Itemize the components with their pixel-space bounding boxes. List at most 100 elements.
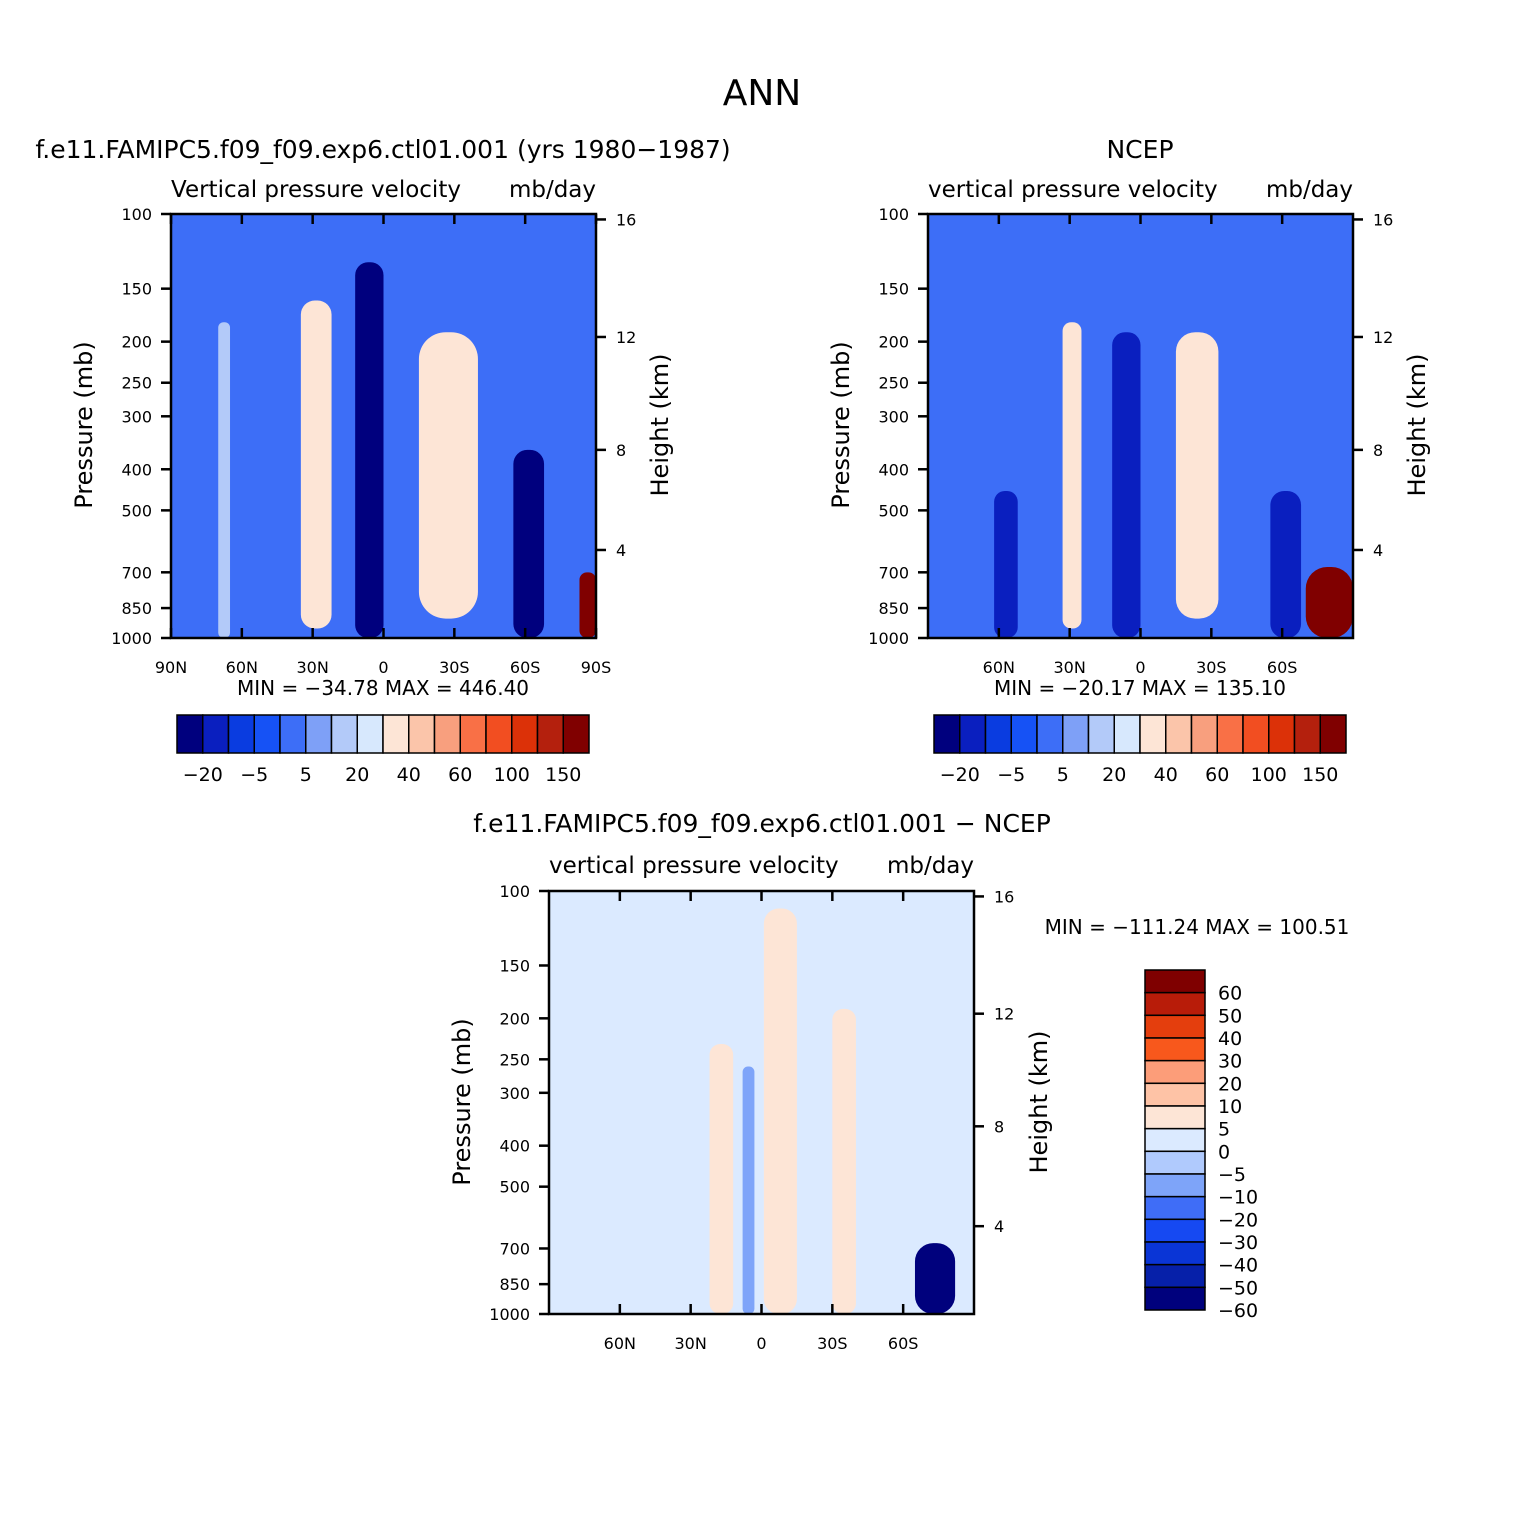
y-right-tick-label: 8 <box>994 1117 1004 1136</box>
colorbar-label: 5 <box>1057 764 1069 786</box>
colorbar-label: 60 <box>1218 983 1242 1005</box>
colorbar: −20 −5 5 20 40 60 100 150 <box>933 714 1347 786</box>
colorbar-swatch <box>305 714 333 754</box>
x-tick-label: 90N <box>155 658 187 677</box>
y-tick-label: 250 <box>499 1050 530 1069</box>
colorbar-label: −5 <box>1218 1164 1246 1186</box>
colorbar-swatch <box>562 714 590 754</box>
x-tick-label: 30S <box>817 1334 848 1353</box>
colorbar-swatch <box>1144 1173 1206 1198</box>
x-tick-label: 30N <box>675 1334 707 1353</box>
colorbar-swatch <box>1216 714 1244 754</box>
colorbar-swatch <box>1144 1241 1206 1266</box>
colorbar-swatch <box>1144 1218 1206 1243</box>
panel-title: NCEP <box>1106 135 1173 164</box>
colorbar-label: 30 <box>1218 1051 1242 1073</box>
units-label: mb/day <box>509 177 596 203</box>
x-tick-label: 60S <box>510 658 541 677</box>
field-background <box>549 891 974 1314</box>
colorbar-swatch <box>202 714 230 754</box>
y-tick-label: 500 <box>499 1178 530 1197</box>
x-tick-label: 60N <box>983 658 1015 677</box>
y-tick-label: 500 <box>878 501 909 520</box>
plot-area: 100 150 200 250 300 400 500 700 850 1000 16 12 8 4 90N… <box>111 205 636 677</box>
contour-region <box>418 332 478 619</box>
y-right-tick-label: 8 <box>1373 441 1383 460</box>
colorbar-swatch <box>511 714 539 754</box>
y-right-tick-label: 16 <box>1373 210 1393 229</box>
colorbar-swatch <box>1144 1286 1206 1311</box>
contour-region <box>355 262 384 638</box>
y-tick-label: 300 <box>121 407 152 426</box>
y-axis-label: Pressure (mb) <box>448 1018 476 1185</box>
variable-label: vertical pressure velocity <box>928 177 1218 203</box>
colorbar-swatch <box>1293 714 1321 754</box>
colorbar-swatch <box>1144 1059 1206 1085</box>
x-tick-label: 30N <box>1054 658 1086 677</box>
colorbar-label: −40 <box>1218 1255 1258 1277</box>
x-tick-label: 30S <box>1196 658 1227 677</box>
units-label: mb/day <box>887 853 974 879</box>
colorbar-swatch <box>1268 714 1296 754</box>
y-tick-label: 700 <box>121 563 152 582</box>
colorbar-swatch <box>959 714 987 754</box>
contour-region <box>1112 332 1141 638</box>
y-right-tick-label: 16 <box>616 210 636 229</box>
colorbar-label: −10 <box>1218 1187 1258 1209</box>
contour-region <box>709 1044 734 1314</box>
contour-region <box>763 908 797 1314</box>
y-tick-label: 850 <box>121 599 152 618</box>
panel-title: f.e11.FAMIPC5.f09_f09.exp6.ctl01.001 (yr… <box>35 135 730 164</box>
y-tick-label: 850 <box>499 1275 530 1294</box>
y-tick-label: 400 <box>499 1137 530 1156</box>
y-tick-label: 1000 <box>489 1305 530 1324</box>
colorbar-label: 0 <box>1218 1141 1230 1163</box>
y-tick-label: 400 <box>121 460 152 479</box>
colorbar-swatch <box>1144 1037 1206 1062</box>
colorbar-label: −30 <box>1218 1232 1258 1254</box>
colorbar-label: 100 <box>1251 764 1287 786</box>
colorbar-swatch <box>1242 714 1270 754</box>
colorbar-label: −20 <box>1218 1209 1258 1231</box>
units-label: mb/day <box>1266 177 1353 203</box>
colorbar-swatch <box>1144 1105 1206 1130</box>
plot-area: 100 150 200 250 300 400 500 700 850 1000 16 12 8 4 60N… <box>868 205 1393 677</box>
colorbar-label: 10 <box>1218 1096 1242 1118</box>
contour-region <box>742 1066 755 1314</box>
contour-region <box>832 1008 856 1314</box>
y-right-tick-label: 12 <box>1373 328 1393 347</box>
contour-region <box>914 1243 956 1314</box>
y-tick-label: 250 <box>121 374 152 393</box>
colorbar-swatch <box>1165 714 1193 754</box>
x-tick-label: 30S <box>439 658 470 677</box>
plot-area: 100 150 200 250 300 400 500 700 850 1000 16 12 8 4 60N… <box>489 882 1014 1353</box>
x-tick-label: 60S <box>888 1334 919 1353</box>
colorbar-swatch <box>1113 714 1141 754</box>
colorbar-swatch <box>1087 714 1115 754</box>
colorbar-swatch <box>1144 1263 1206 1289</box>
y-right-tick-label: 12 <box>616 328 636 347</box>
colorbar-label: −20 <box>183 764 223 786</box>
y-tick-label: 500 <box>121 501 152 520</box>
y-right-tick-label: 4 <box>616 541 626 560</box>
min-max-label: MIN = −111.24 MAX = 100.51 <box>1045 915 1350 939</box>
min-max-label: MIN = −20.17 MAX = 135.10 <box>994 676 1286 700</box>
colorbar-label: −50 <box>1218 1277 1258 1299</box>
difference-panel: f.e11.FAMIPC5.f09_f09.exp6.ctl01.001 − N… <box>448 809 1349 1186</box>
y-axis-label: Pressure (mb) <box>827 341 855 508</box>
colorbar-label: 5 <box>1218 1119 1230 1141</box>
y-right-tick-label: 4 <box>1373 541 1383 560</box>
colorbar-swatch <box>1144 991 1206 1017</box>
colorbar-label: 40 <box>1218 1028 1242 1050</box>
x-tick-label: 30N <box>297 658 329 677</box>
y-tick-label: 200 <box>121 333 152 352</box>
min-max-label: MIN = −34.78 MAX = 446.40 <box>237 676 529 700</box>
y-tick-label: 150 <box>499 956 530 975</box>
colorbar-swatch <box>1144 1195 1206 1221</box>
colorbar-swatch <box>1139 714 1167 754</box>
colorbar-swatch <box>1010 714 1038 754</box>
colorbar-swatch <box>1144 1127 1206 1153</box>
colorbar-label: 20 <box>1102 764 1126 786</box>
colorbar-swatch <box>279 714 307 754</box>
